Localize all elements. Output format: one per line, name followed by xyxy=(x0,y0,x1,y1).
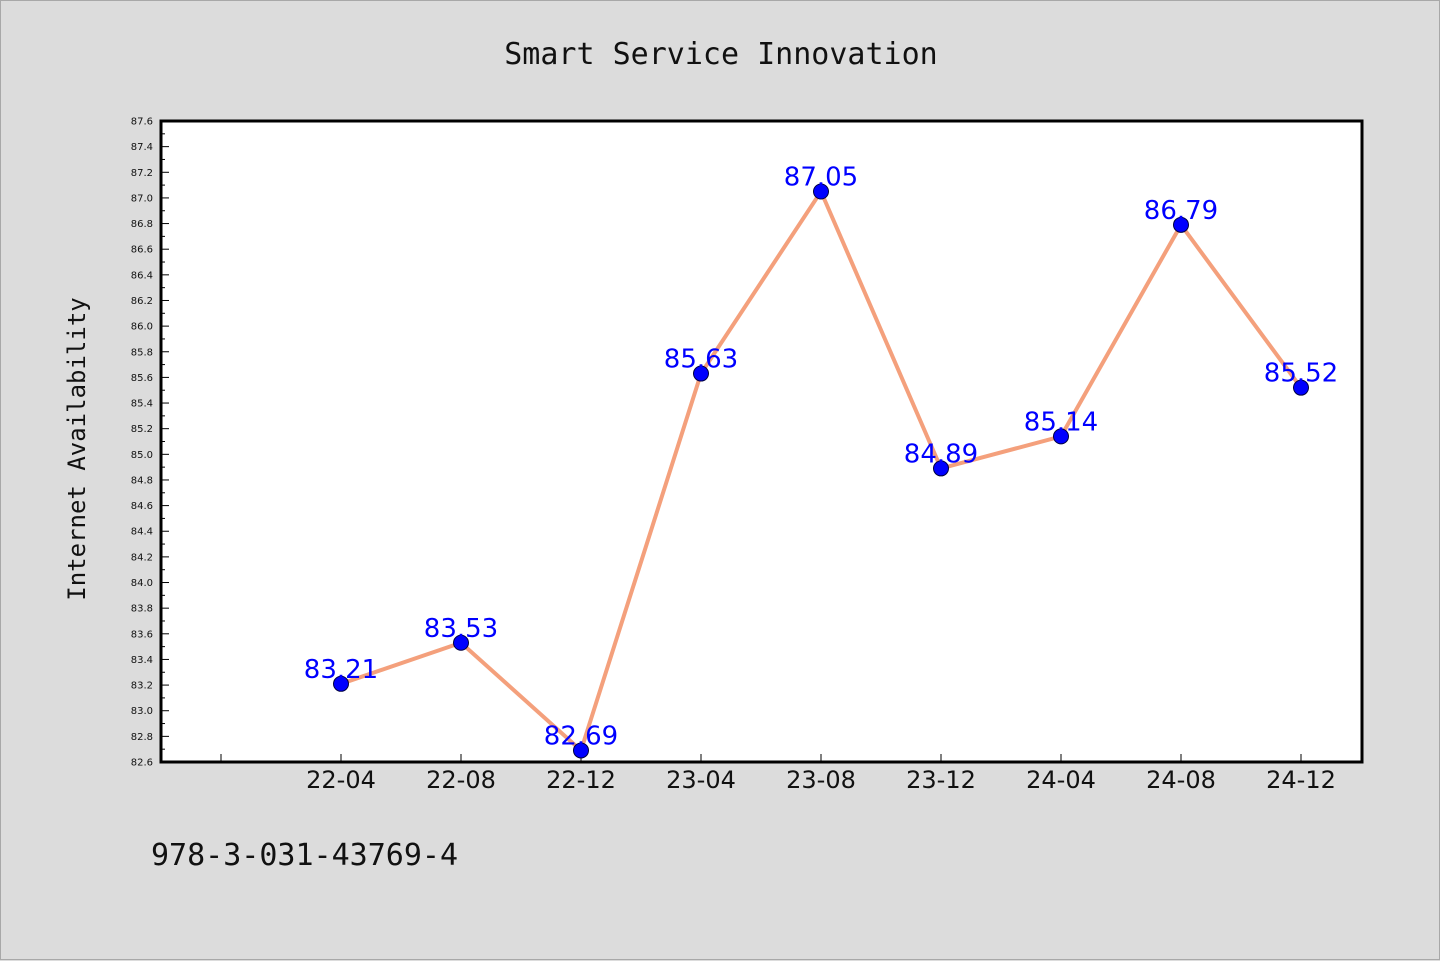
y-tick-label: 87.2 xyxy=(131,168,153,179)
data-label: 84.89 xyxy=(904,439,978,469)
y-tick-label: 86.0 xyxy=(131,322,153,333)
data-label: 85.52 xyxy=(1264,359,1338,389)
x-tick-label: 23-08 xyxy=(786,766,856,794)
y-tick-label: 83.2 xyxy=(131,681,153,692)
data-label: 85.14 xyxy=(1024,407,1098,437)
axis-ticks: 82.6 82.8 83.0 83.2 83.4 83.6 83.8 84.0 84.2 84.4… xyxy=(131,117,1336,795)
data-point xyxy=(693,365,709,382)
data-point xyxy=(813,183,829,200)
y-tick-label: 82.6 xyxy=(131,758,153,769)
data-points xyxy=(333,183,1309,759)
y-tick-label: 85.2 xyxy=(131,424,153,435)
data-point xyxy=(1173,216,1189,233)
y-tick-label: 87.4 xyxy=(131,142,153,153)
y-tick-label: 85.4 xyxy=(131,399,153,410)
y-tick-label: 83.0 xyxy=(131,706,153,717)
x-tick-label: 24-08 xyxy=(1146,766,1216,794)
y-tick-label: 85.0 xyxy=(131,450,153,461)
y-tick-label: 84.8 xyxy=(131,475,153,486)
data-labels: 83.21 83.53 82.69 85.63 87.05 84.89 85.14 86.79… xyxy=(304,163,1338,752)
data-label: 87.05 xyxy=(784,163,858,193)
footer-isbn: 978-3-031-43769-4 xyxy=(151,838,458,873)
y-tick-label: 83.8 xyxy=(131,604,153,615)
y-tick-label: 87.0 xyxy=(131,193,153,204)
data-point xyxy=(573,742,589,759)
y-tick-label: 86.8 xyxy=(131,219,153,230)
x-tick-label: 24-12 xyxy=(1266,766,1336,794)
y-tick-label: 84.0 xyxy=(131,578,153,589)
data-label: 86.79 xyxy=(1144,196,1218,226)
data-point xyxy=(1293,379,1309,396)
data-point xyxy=(1053,428,1069,445)
x-tick-label: 23-04 xyxy=(666,766,736,794)
data-label: 85.63 xyxy=(664,345,738,375)
y-tick-label: 85.6 xyxy=(131,373,153,384)
data-label: 83.21 xyxy=(304,655,378,685)
y-tick-label: 84.2 xyxy=(131,552,153,563)
data-point xyxy=(333,675,349,692)
y-tick-label: 82.8 xyxy=(131,732,153,743)
x-tick-label: 22-08 xyxy=(426,766,496,794)
y-tick-label: 86.4 xyxy=(131,270,153,281)
y-axis-label: Internet Availability xyxy=(63,297,91,600)
chart-title: Smart Service Innovation xyxy=(504,37,937,72)
x-tick-label: 22-12 xyxy=(546,766,616,794)
data-label: 83.53 xyxy=(424,614,498,644)
x-tick-label: 24-04 xyxy=(1026,766,1096,794)
x-tick-label: 23-12 xyxy=(906,766,976,794)
data-label: 82.69 xyxy=(544,721,618,751)
y-tick-label: 85.8 xyxy=(131,347,153,358)
data-point xyxy=(453,634,469,651)
y-tick-label: 86.6 xyxy=(131,245,153,256)
plot-area xyxy=(159,119,1364,764)
y-tick-label: 84.6 xyxy=(131,501,153,512)
y-tick-label: 87.6 xyxy=(131,117,153,128)
y-tick-label: 83.4 xyxy=(131,655,153,666)
data-point xyxy=(933,460,949,477)
y-tick-label: 86.2 xyxy=(131,296,153,307)
y-tick-label: 84.4 xyxy=(131,527,153,538)
x-tick-label: 22-04 xyxy=(306,766,376,794)
y-tick-label: 83.6 xyxy=(131,629,153,640)
